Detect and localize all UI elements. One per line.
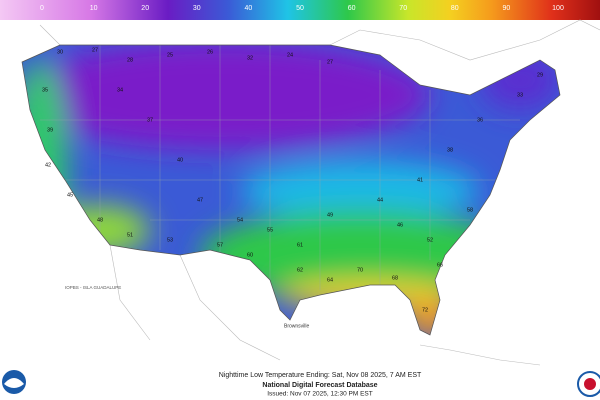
temperature-label: 30: [57, 49, 63, 55]
logo-center: [584, 378, 596, 390]
temperature-label: 54: [237, 217, 243, 223]
legend-bar: [0, 0, 600, 20]
temperature-label: 27: [327, 59, 333, 65]
mexico-caribbean-outline: [109, 244, 541, 366]
legend-tick-label: 20: [141, 5, 149, 12]
temperature-label: 24: [287, 52, 293, 58]
legend-tick-label: 0: [40, 5, 44, 12]
temperature-label: 64: [327, 277, 333, 283]
temperature-label: 66: [437, 262, 443, 268]
temperature-label: 46: [397, 222, 403, 228]
temperature-label: 61: [297, 242, 303, 248]
temperature-field: [22, 45, 560, 335]
place-label: Brownsville: [284, 323, 310, 329]
nws-logo: [577, 371, 600, 397]
temperature-label: 40: [177, 157, 183, 163]
temperature-label: 27: [92, 47, 98, 53]
legend-tick-label: 50: [296, 5, 304, 12]
temperature-label: 35: [42, 87, 48, 93]
temperature-label: 26: [207, 49, 213, 55]
temperature-label: 32: [247, 55, 253, 61]
temperature-label: 47: [197, 197, 203, 203]
legend-tick-label: 90: [503, 5, 511, 12]
temperature-label: 28: [127, 57, 133, 63]
temperature-label: 72: [422, 307, 428, 313]
temperature-label: 52: [427, 237, 433, 243]
field-mild: [240, 160, 480, 220]
state-lines: [40, 45, 520, 290]
logo-wave: [4, 378, 24, 388]
temperature-label: 49: [327, 212, 333, 218]
legend-tick-label: 10: [90, 5, 98, 12]
noaa-logo: [2, 370, 26, 394]
legend-tick-label: 60: [348, 5, 356, 12]
place-label: IOPBS - ISLA GUADALUPE: [65, 285, 121, 290]
us-outline: [21, 44, 561, 336]
legend-ticks: 0 10 20 30 40 50 60 70 80 90 100: [40, 5, 564, 12]
issued-date: Issued: Nov 07 2025, 12:30 PM EST: [267, 391, 373, 398]
temperature-label: 45: [67, 192, 73, 198]
legend-tick-label: 70: [399, 5, 407, 12]
temperature-label: 42: [45, 162, 51, 168]
temperature-label: 48: [97, 217, 103, 223]
neighbor-outlines: [39, 19, 600, 366]
temperature-label: 60: [247, 252, 253, 258]
temperature-label: 36: [477, 117, 483, 123]
legend-tick-label: 100: [552, 5, 564, 12]
temperature-label: 68: [392, 275, 398, 281]
temperature-label: 41: [417, 177, 423, 183]
map-caption: Nighttime Low Temperature Ending: Sat, N…: [219, 372, 422, 379]
temperature-label: 29: [537, 72, 543, 78]
canada-outline: [39, 19, 600, 61]
field-warm: [22, 60, 68, 280]
temperature-label: 33: [517, 92, 523, 98]
map-title: National Digital Forecast Database: [262, 382, 377, 389]
temperature-label: 37: [147, 117, 153, 123]
temperature-label: 51: [127, 232, 133, 238]
legend-tick-label: 80: [451, 5, 459, 12]
temperature-label: 34: [117, 87, 123, 93]
temperature-label: 25: [167, 52, 173, 58]
temperature-label: 62: [297, 267, 303, 273]
temperature-label: 55: [267, 227, 273, 233]
field-cold: [480, 50, 560, 110]
temperature-label: 44: [377, 197, 383, 203]
temperature-label: 70: [357, 267, 363, 273]
temperature-label: 38: [447, 147, 453, 153]
temperature-label: 53: [167, 237, 173, 243]
temperature-labels: 30 27 28 25 26 32 24 27 35 39 42 45 48 51 53 57 60 62 55 49…: [42, 47, 543, 313]
legend-tick-label: 40: [245, 5, 253, 12]
temperature-label: 39: [47, 127, 53, 133]
state-line: [40, 45, 520, 290]
legend-tick-label: 30: [193, 5, 201, 12]
temperature-label: 58: [467, 207, 473, 213]
temperature-label: 57: [217, 242, 223, 248]
